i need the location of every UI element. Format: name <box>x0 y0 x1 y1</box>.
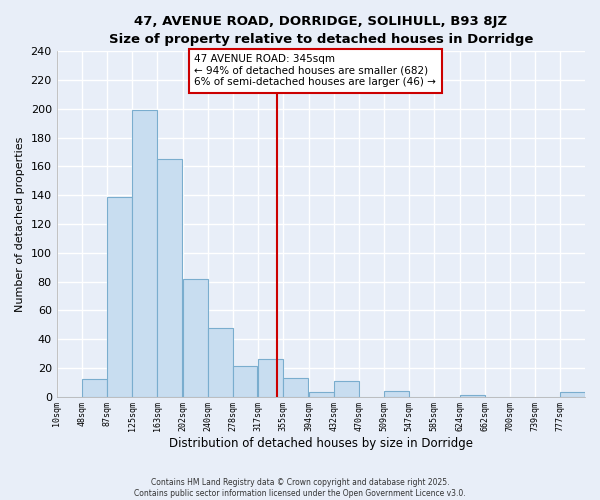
Bar <box>233 366 257 396</box>
Bar <box>182 278 208 396</box>
Bar <box>258 359 283 397</box>
Bar <box>82 380 107 396</box>
Title: 47, AVENUE ROAD, DORRIDGE, SOLIHULL, B93 8JZ
Size of property relative to detach: 47, AVENUE ROAD, DORRIDGE, SOLIHULL, B93… <box>109 15 533 46</box>
Bar <box>107 196 132 396</box>
X-axis label: Distribution of detached houses by size in Dorridge: Distribution of detached houses by size … <box>169 437 473 450</box>
Bar <box>208 328 233 396</box>
Bar <box>157 159 182 396</box>
Bar <box>132 110 157 397</box>
Bar <box>334 381 359 396</box>
Text: 47 AVENUE ROAD: 345sqm
← 94% of detached houses are smaller (682)
6% of semi-det: 47 AVENUE ROAD: 345sqm ← 94% of detached… <box>194 54 436 88</box>
Bar <box>283 378 308 396</box>
Bar <box>384 391 409 396</box>
Text: Contains HM Land Registry data © Crown copyright and database right 2025.
Contai: Contains HM Land Registry data © Crown c… <box>134 478 466 498</box>
Y-axis label: Number of detached properties: Number of detached properties <box>15 136 25 312</box>
Bar <box>460 395 485 396</box>
Bar <box>308 392 334 396</box>
Bar <box>560 392 585 396</box>
